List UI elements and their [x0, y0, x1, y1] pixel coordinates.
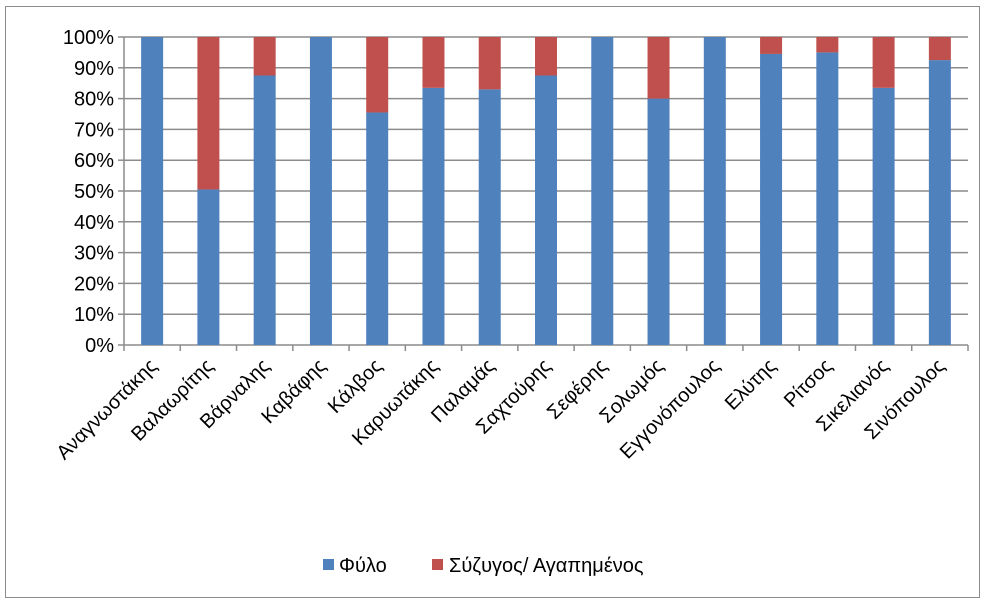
bar-series1 [309, 37, 332, 345]
bar-series2 [422, 37, 445, 88]
bar-series2 [647, 37, 670, 99]
bar-series2 [253, 37, 276, 76]
y-tick-label: 80% [74, 89, 114, 111]
y-tick-label: 0% [85, 335, 114, 357]
bar-series1 [141, 37, 164, 345]
bar-series1 [816, 52, 839, 346]
legend-label: Σύζυγος/ Αγαπημένος [449, 555, 644, 577]
bar-series1 [422, 87, 445, 345]
bar-series2 [816, 37, 839, 53]
bar-series2 [478, 37, 501, 90]
bar-series1 [872, 87, 895, 345]
category-label: Αναγνωστάκης [52, 355, 161, 464]
bar-series2 [197, 37, 220, 190]
y-tick-label: 30% [74, 243, 114, 265]
y-tick-label: 20% [74, 273, 114, 295]
y-tick-label: 40% [74, 212, 114, 234]
bar-series2 [928, 37, 951, 61]
bar-series1 [535, 75, 557, 345]
bar-series2 [760, 37, 783, 54]
legend-swatch [323, 559, 334, 570]
category-label: Εγγονόπουλος [616, 355, 725, 464]
bar-series2 [535, 37, 557, 76]
bar-series1 [197, 189, 220, 345]
y-tick-label: 90% [74, 58, 114, 80]
bar-series1 [253, 75, 276, 345]
legend-swatch [432, 559, 443, 570]
y-tick-label: 10% [74, 304, 114, 326]
bar-series1 [760, 53, 783, 345]
bar-series1 [478, 89, 501, 345]
bar-series1 [928, 60, 951, 345]
bar-series2 [872, 37, 895, 88]
y-tick-label: 100% [63, 27, 114, 49]
legend-label: Φύλο [339, 555, 387, 577]
category-label: Ελύτης [721, 355, 781, 415]
bar-series2 [366, 37, 389, 113]
bar-series1 [703, 37, 726, 345]
y-tick-label: 70% [74, 119, 114, 141]
bar-series1 [591, 37, 614, 345]
bar-series1 [366, 112, 389, 346]
y-tick-label: 60% [74, 150, 114, 172]
bar-series1 [647, 98, 670, 345]
y-tick-label: 50% [74, 181, 114, 203]
